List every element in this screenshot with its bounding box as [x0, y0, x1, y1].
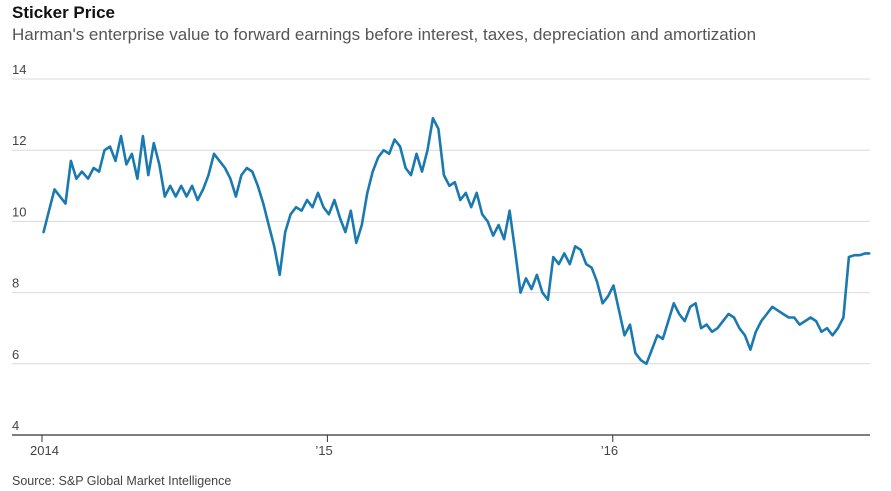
y-tick-label: 8	[12, 276, 19, 291]
x-tick-label: ’16	[601, 443, 618, 458]
line-chart: 4 6 8 10 12 14 2014 ’15 ’16	[12, 62, 871, 458]
y-tick-label: 10	[12, 204, 26, 219]
x-tick-label: 2014	[30, 443, 59, 458]
y-tick-label: 6	[12, 347, 19, 362]
series-line	[42, 116, 871, 366]
y-tick-label: 12	[12, 133, 26, 148]
y-tick-label: 14	[12, 62, 26, 77]
source-note: Source: S&P Global Market Intelligence	[12, 474, 232, 488]
gridlines	[12, 78, 870, 436]
chart-title: Sticker Price	[12, 3, 116, 22]
y-tick-labels: 4 6 8 10 12 14	[12, 62, 26, 433]
x-tick-label: ’15	[315, 443, 332, 458]
y-tick-label: 4	[12, 418, 19, 433]
x-tick-marks: 2014 ’15 ’16	[30, 435, 618, 458]
chart-subtitle: Harman's enterprise value to forward ear…	[12, 25, 757, 44]
